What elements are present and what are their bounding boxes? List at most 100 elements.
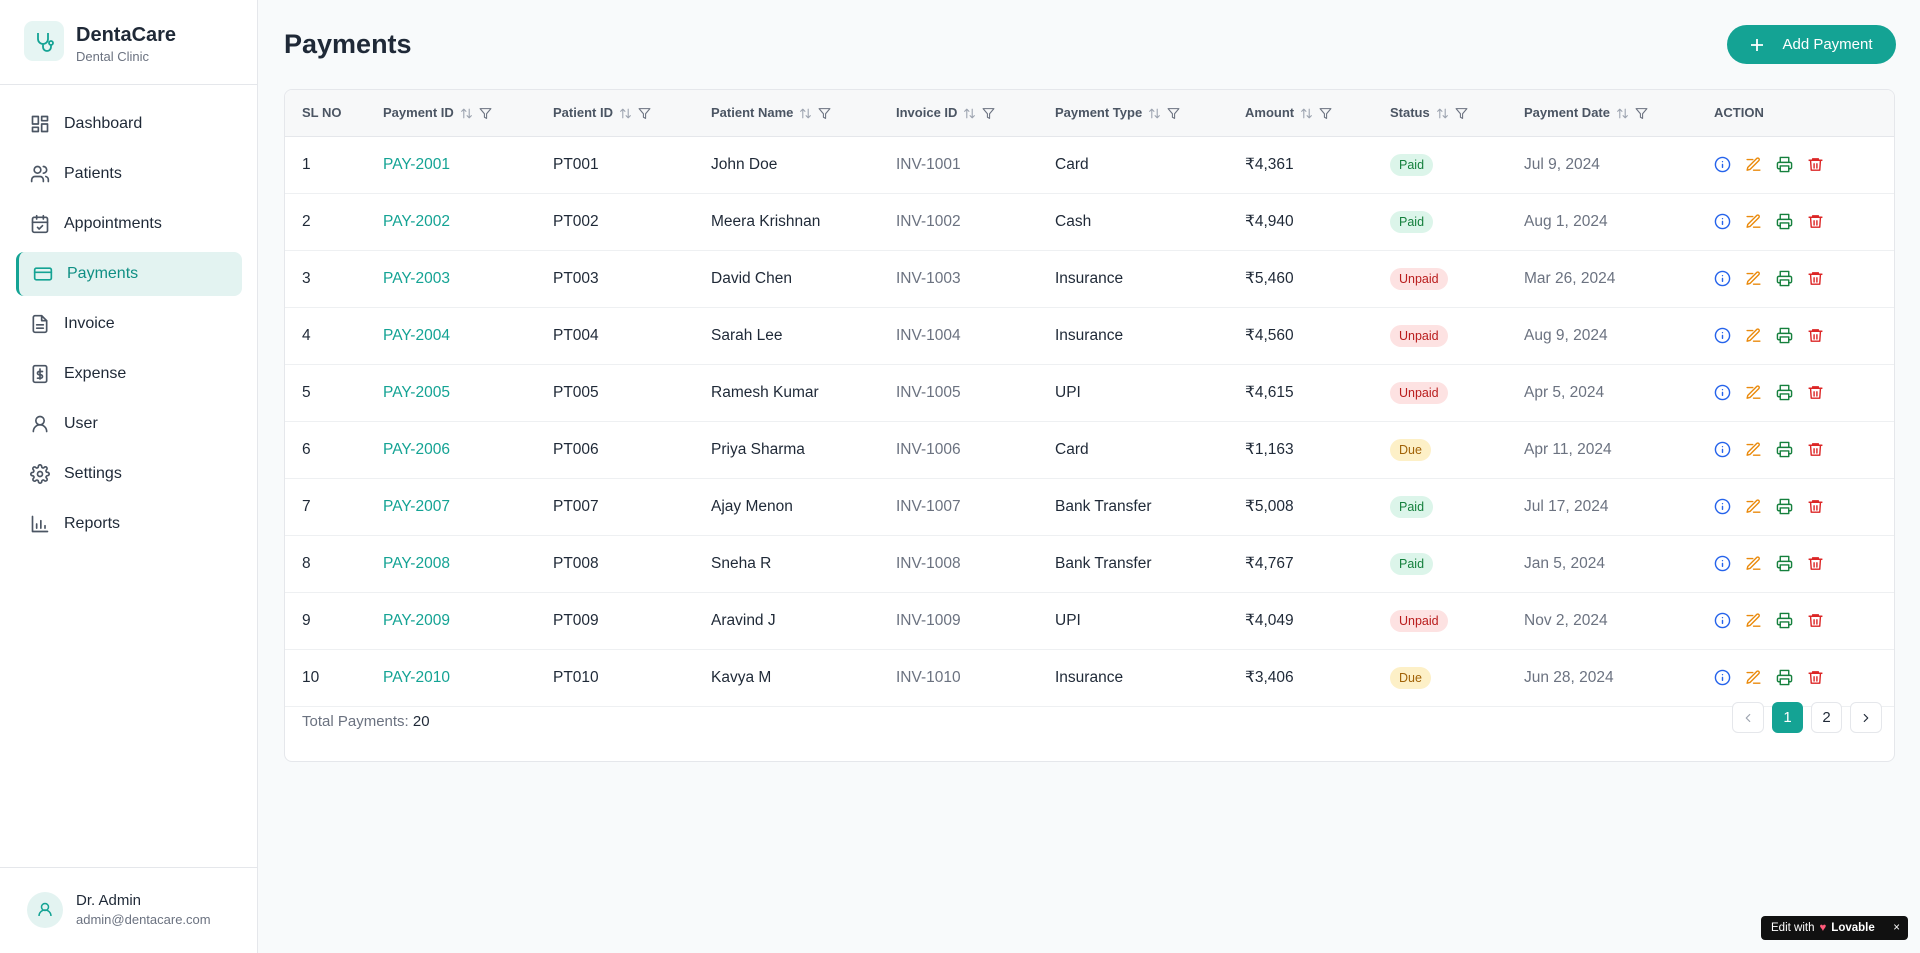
- prev-page[interactable]: [1732, 702, 1764, 733]
- cell-text[interactable]: PAY-2009: [383, 611, 450, 629]
- icon[interactable]: [1776, 498, 1793, 515]
- column-header: ACTION: [1714, 90, 1894, 137]
- icon[interactable]: [1714, 669, 1731, 686]
- icon[interactable]: [1807, 555, 1824, 572]
- icon[interactable]: [1745, 555, 1762, 572]
- nav-item[interactable]: Reports: [16, 502, 242, 546]
- icon[interactable]: [982, 107, 995, 120]
- table-row: 7 PAY-2007 PT007 Ajay Menon INV-1007 Bank Tra…: [285, 478, 1894, 536]
- icon[interactable]: [1745, 441, 1762, 458]
- icon[interactable]: [1807, 156, 1824, 173]
- cell: Bank Transfer: [1055, 535, 1245, 593]
- cell-text[interactable]: PAY-2010: [383, 668, 450, 686]
- icon[interactable]: [1807, 441, 1824, 458]
- icon[interactable]: [1807, 327, 1824, 344]
- cell-text[interactable]: PAY-2003: [383, 269, 450, 287]
- icon[interactable]: [1714, 270, 1731, 287]
- icon[interactable]: [479, 107, 492, 120]
- cell: ₹4,560: [1245, 307, 1390, 365]
- icon[interactable]: [1635, 107, 1648, 120]
- cell: Kavya M: [711, 649, 896, 707]
- nav-item[interactable]: Dashboard: [16, 102, 242, 146]
- icon[interactable]: [1807, 270, 1824, 287]
- icon[interactable]: [1776, 612, 1793, 629]
- icon[interactable]: [1745, 384, 1762, 401]
- icon[interactable]: [1714, 498, 1731, 515]
- icon[interactable]: [1436, 107, 1449, 120]
- icon[interactable]: [1776, 213, 1793, 230]
- icon[interactable]: [1319, 107, 1332, 120]
- icon[interactable]: [460, 107, 473, 120]
- icon[interactable]: [1745, 270, 1762, 287]
- icon[interactable]: [1714, 441, 1731, 458]
- icon[interactable]: [799, 107, 812, 120]
- nav-item[interactable]: Patients: [16, 152, 242, 196]
- cell: INV-1004: [896, 307, 1055, 365]
- icon[interactable]: [1776, 384, 1793, 401]
- icon[interactable]: [1807, 669, 1824, 686]
- next-page[interactable]: [1850, 702, 1882, 733]
- icon[interactable]: [1714, 156, 1731, 173]
- icon[interactable]: [1776, 669, 1793, 686]
- page-button[interactable]: 1: [1772, 702, 1803, 733]
- nav-item[interactable]: Appointments: [16, 202, 242, 246]
- icon[interactable]: [1745, 669, 1762, 686]
- icon[interactable]: [1807, 612, 1824, 629]
- icon[interactable]: [1714, 327, 1731, 344]
- cell-text[interactable]: PAY-2006: [383, 440, 450, 458]
- icon: [1863, 713, 1869, 722]
- cell-text[interactable]: PAY-2005: [383, 383, 450, 401]
- icon[interactable]: [1714, 384, 1731, 401]
- icon[interactable]: [1714, 555, 1731, 572]
- icon[interactable]: [1167, 107, 1180, 120]
- icon[interactable]: [638, 107, 651, 120]
- nav-item[interactable]: Expense: [16, 352, 242, 396]
- icon[interactable]: [1776, 327, 1793, 344]
- icon[interactable]: [1776, 555, 1793, 572]
- icon[interactable]: [1807, 384, 1824, 401]
- icon[interactable]: [1745, 156, 1762, 173]
- icon[interactable]: [963, 107, 976, 120]
- icon[interactable]: [619, 107, 632, 120]
- icon[interactable]: [1807, 213, 1824, 230]
- cell-text[interactable]: PAY-2002: [383, 212, 450, 230]
- icon[interactable]: [1776, 270, 1793, 287]
- page-button[interactable]: 2: [1811, 702, 1842, 733]
- icon[interactable]: [1745, 327, 1762, 344]
- lovable-badge[interactable]: Edit with ♥ Lovable ×: [1761, 916, 1908, 940]
- icon[interactable]: [1714, 612, 1731, 629]
- icon[interactable]: [1300, 107, 1313, 120]
- nav-item[interactable]: Invoice: [16, 302, 242, 346]
- icon: [32, 415, 48, 433]
- cell-text[interactable]: PAY-2008: [383, 554, 450, 572]
- total-value: 20: [412, 713, 430, 730]
- status-badge: Unpaid: [1390, 381, 1448, 404]
- cell-text[interactable]: PAY-2007: [383, 497, 450, 515]
- icon[interactable]: [1745, 213, 1762, 230]
- icon[interactable]: [1714, 213, 1731, 230]
- cell-text: PT008: [553, 554, 599, 572]
- add-button[interactable]: Add Payment: [1727, 25, 1896, 64]
- icon[interactable]: [1776, 156, 1793, 173]
- icon[interactable]: [1776, 441, 1793, 458]
- nav-item[interactable]: User: [16, 402, 242, 446]
- icon[interactable]: [1455, 107, 1468, 120]
- table-card: SL NO Payment ID Patient ID Patient Name Inv…: [284, 89, 1895, 762]
- cell-text[interactable]: PAY-2004: [383, 326, 450, 344]
- icon[interactable]: [1745, 498, 1762, 515]
- icon[interactable]: [1807, 498, 1824, 515]
- icon[interactable]: [1745, 612, 1762, 629]
- icon[interactable]: [1616, 107, 1629, 120]
- cell: 3: [285, 250, 383, 308]
- cell-text: Jan 5, 2024: [1524, 554, 1606, 572]
- cell: UPI: [1055, 592, 1245, 650]
- cell-text[interactable]: PAY-2001: [383, 155, 450, 173]
- cell-text: PT006: [553, 440, 599, 458]
- icon[interactable]: [1148, 107, 1161, 120]
- nav-item[interactable]: Payments: [16, 252, 242, 296]
- cell-text: Sarah Lee: [711, 326, 783, 344]
- icon[interactable]: [818, 107, 831, 120]
- nav-item[interactable]: Settings: [16, 452, 242, 496]
